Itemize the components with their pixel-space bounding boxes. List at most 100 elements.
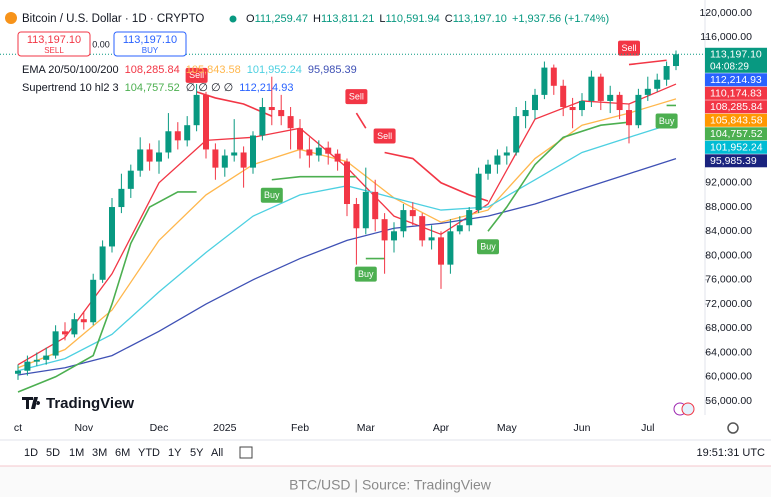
ohlc-key: O bbox=[246, 13, 255, 25]
y-tick-label: 88,000.00 bbox=[705, 201, 752, 213]
price-badge-label: 112,214.93 bbox=[710, 74, 762, 86]
range-button[interactable]: 6M bbox=[115, 447, 130, 459]
range-button[interactable]: 3M bbox=[92, 447, 107, 459]
signal-label: Sell bbox=[621, 43, 636, 53]
event-icon[interactable] bbox=[681, 402, 695, 416]
candle-body bbox=[137, 149, 144, 171]
candle-body bbox=[99, 246, 106, 280]
y-tick-label: 56,000.00 bbox=[705, 395, 752, 407]
range-button[interactable]: 1Y bbox=[168, 447, 182, 459]
candle-body bbox=[644, 88, 651, 95]
y-tick-label: 84,000.00 bbox=[705, 225, 752, 237]
candle-body bbox=[513, 116, 520, 153]
spread: 0.00 bbox=[92, 39, 110, 49]
supertrend-value: 112,214.93 bbox=[239, 82, 293, 94]
supertrend-line bbox=[17, 191, 197, 393]
price-badge bbox=[705, 154, 767, 168]
x-tick-label: May bbox=[497, 422, 518, 434]
supertrend-line bbox=[487, 121, 630, 232]
signal-label: Sell bbox=[189, 70, 204, 80]
x-tick-label: Jul bbox=[641, 422, 654, 434]
range-button[interactable]: 1M bbox=[69, 447, 84, 459]
y-tick-label: 60,000.00 bbox=[705, 371, 752, 383]
signal-label: Buy bbox=[480, 242, 496, 252]
x-tick-label: Nov bbox=[74, 422, 93, 434]
ema-label: EMA 20/50/100/200 bbox=[22, 64, 119, 76]
candle-body bbox=[24, 361, 31, 371]
price-pane: 120,000.00 116,000.00 92,000.00 88,000.00 84… bbox=[0, 0, 767, 434]
candle-body bbox=[550, 67, 557, 86]
x-tick-label: Apr bbox=[433, 422, 450, 434]
candle-body bbox=[635, 94, 642, 126]
candle-body bbox=[569, 107, 576, 111]
candle-body bbox=[560, 85, 567, 108]
candle-body bbox=[607, 94, 614, 101]
candle-body bbox=[259, 107, 266, 136]
sell-button[interactable] bbox=[17, 31, 91, 57]
buy-price[interactable]: 113,197.10 bbox=[123, 34, 177, 46]
supertrend-label: Supertrend 10 hl2 3 bbox=[22, 82, 119, 94]
supertrend-value: ∅ ∅ ∅ ∅ bbox=[186, 82, 234, 94]
ohlc-value: 113,811.21 bbox=[321, 13, 374, 25]
range-button[interactable]: 1D bbox=[24, 447, 38, 459]
candle-body bbox=[184, 125, 191, 141]
signal-badge bbox=[185, 67, 208, 83]
price-badge bbox=[705, 100, 767, 114]
candle-body bbox=[494, 155, 501, 165]
logo-mark bbox=[22, 397, 41, 409]
ohlc-key: C bbox=[445, 13, 453, 25]
price-badge bbox=[705, 86, 767, 100]
x-tick-label: 2025 bbox=[213, 422, 237, 434]
signal-label: Buy bbox=[264, 190, 280, 200]
calendar-icon[interactable] bbox=[239, 446, 253, 459]
candle-body bbox=[503, 152, 510, 156]
price-badge bbox=[705, 140, 767, 154]
candle-body bbox=[193, 94, 200, 126]
candle-body bbox=[334, 153, 341, 162]
ohlc-readout: O111,259.47 H113,811.21 L110,591.94 C113,19… bbox=[246, 13, 609, 25]
candle-body bbox=[268, 107, 275, 111]
candle-body bbox=[475, 173, 482, 211]
candle-body bbox=[673, 54, 679, 67]
logo-text: TradingView bbox=[46, 395, 134, 412]
price-badge-label: 101,952.24 bbox=[710, 142, 763, 154]
clock: 19:51:31 UTC bbox=[697, 447, 766, 459]
candle-body bbox=[325, 147, 332, 154]
buy-button[interactable] bbox=[113, 31, 187, 57]
candle-body bbox=[212, 149, 219, 168]
candle-body bbox=[127, 170, 134, 189]
candle-body bbox=[381, 219, 388, 241]
candle-body bbox=[297, 128, 303, 150]
range-button[interactable]: 5Y bbox=[190, 447, 204, 459]
sell-price[interactable]: 113,197.10 bbox=[27, 34, 81, 46]
candle-body bbox=[165, 131, 172, 153]
range-button[interactable]: 5D bbox=[46, 447, 60, 459]
change: +1,937.56 (+1.74%) bbox=[512, 13, 609, 25]
signal-badge bbox=[373, 128, 396, 144]
x-tick-label: Feb bbox=[291, 422, 309, 434]
candle-body bbox=[428, 237, 435, 241]
x-tick-label: Mar bbox=[357, 422, 376, 434]
candle-body bbox=[438, 237, 444, 265]
sell-label[interactable]: SELL bbox=[44, 46, 64, 55]
y-tick-label: 76,000.00 bbox=[705, 274, 752, 286]
y-tick-label: 120,000.00 bbox=[699, 7, 752, 19]
price-badge-label: 110,174.83 bbox=[710, 88, 762, 100]
candle-body bbox=[588, 76, 595, 101]
candle-body bbox=[71, 319, 78, 335]
ui-layer: Bitcoin / U.S. Dollar · 1D · CRYPTO O111… bbox=[0, 12, 771, 497]
range-button[interactable]: YTD bbox=[138, 447, 160, 459]
candle-body bbox=[156, 152, 162, 162]
candle-body bbox=[344, 161, 350, 205]
candle-body bbox=[400, 210, 407, 232]
signal-label: Buy bbox=[659, 116, 675, 126]
range-button[interactable]: All bbox=[211, 447, 223, 459]
supertrend-line bbox=[628, 59, 667, 66]
buy-label[interactable]: BUY bbox=[142, 46, 159, 55]
candle-body bbox=[626, 110, 632, 126]
settings-icon[interactable] bbox=[727, 422, 739, 434]
signal-label: Sell bbox=[349, 91, 364, 101]
candle-body bbox=[118, 188, 125, 208]
candle-body bbox=[306, 149, 313, 156]
